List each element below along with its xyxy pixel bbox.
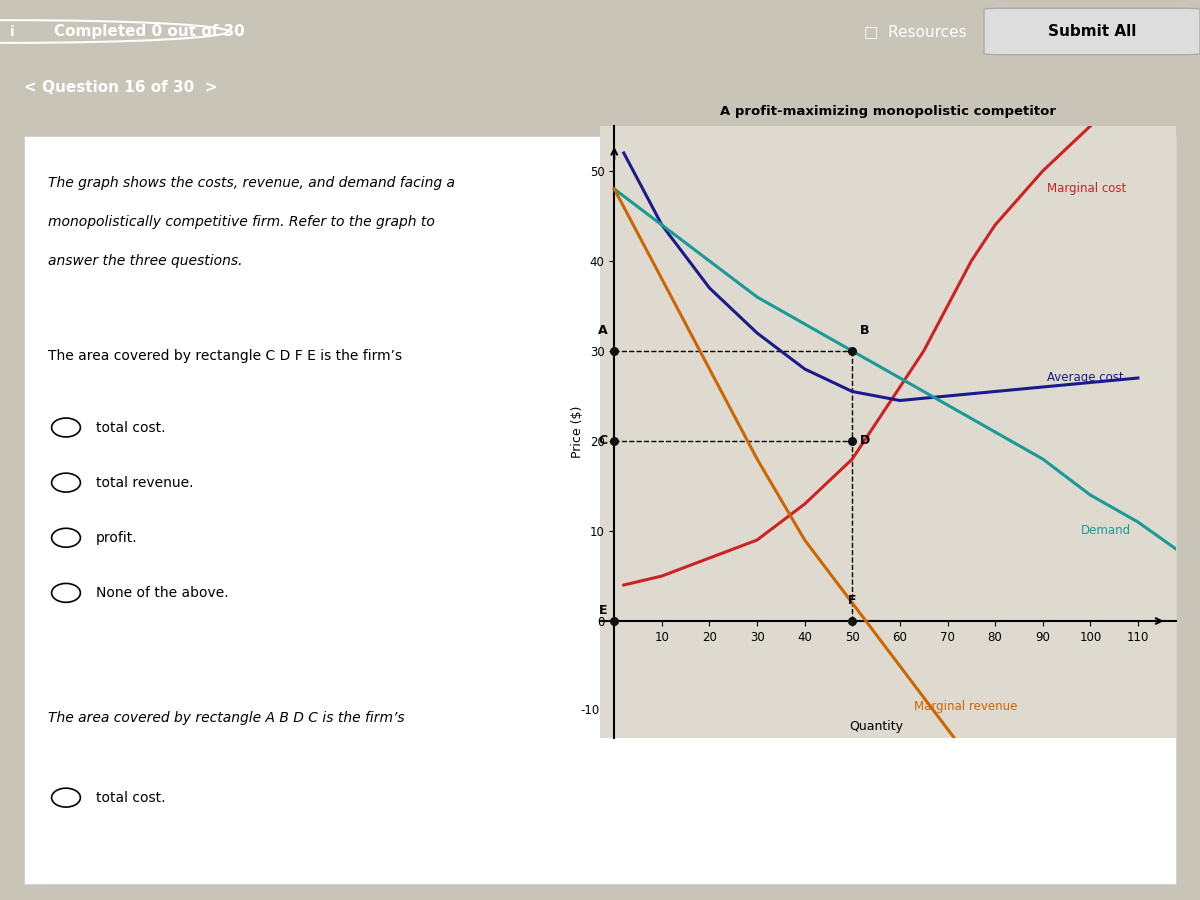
Text: Demand: Demand	[1081, 525, 1130, 537]
Text: A: A	[598, 325, 607, 338]
Text: total revenue.: total revenue.	[96, 475, 193, 490]
Text: The graph shows the costs, revenue, and demand facing a: The graph shows the costs, revenue, and …	[48, 176, 455, 190]
Text: answer the three questions.: answer the three questions.	[48, 254, 242, 268]
Text: Submit All: Submit All	[1048, 24, 1136, 39]
Text: profit.: profit.	[96, 531, 138, 544]
Text: □  Resources: □ Resources	[864, 24, 967, 39]
Text: Completed 0 out of 30: Completed 0 out of 30	[54, 24, 245, 39]
Text: The area covered by rectangle A B D C is the firm’s: The area covered by rectangle A B D C is…	[48, 711, 404, 725]
Text: i: i	[10, 24, 14, 39]
Text: C: C	[598, 435, 607, 447]
Text: < Question 16 of 30  >: < Question 16 of 30 >	[24, 80, 217, 95]
Text: Quantity: Quantity	[850, 720, 904, 733]
Text: B: B	[859, 325, 869, 338]
Text: Average cost: Average cost	[1048, 372, 1124, 384]
Text: -10: -10	[581, 705, 600, 717]
Title: A profit-maximizing monopolistic competitor: A profit-maximizing monopolistic competi…	[720, 105, 1056, 118]
Y-axis label: Price ($): Price ($)	[571, 406, 584, 458]
Text: D: D	[859, 435, 870, 447]
Text: total cost.: total cost.	[96, 790, 166, 805]
Text: total cost.: total cost.	[96, 420, 166, 435]
Text: monopolistically competitive firm. Refer to the graph to: monopolistically competitive firm. Refer…	[48, 215, 434, 229]
Text: Marginal cost: Marginal cost	[1048, 183, 1127, 195]
Text: None of the above.: None of the above.	[96, 586, 229, 600]
Text: E: E	[599, 604, 607, 617]
FancyBboxPatch shape	[24, 136, 1176, 884]
Text: The area covered by rectangle C D F E is the firm’s: The area covered by rectangle C D F E is…	[48, 348, 402, 363]
Text: F: F	[848, 595, 857, 608]
FancyBboxPatch shape	[984, 8, 1200, 55]
Text: Marginal revenue: Marginal revenue	[914, 700, 1018, 713]
